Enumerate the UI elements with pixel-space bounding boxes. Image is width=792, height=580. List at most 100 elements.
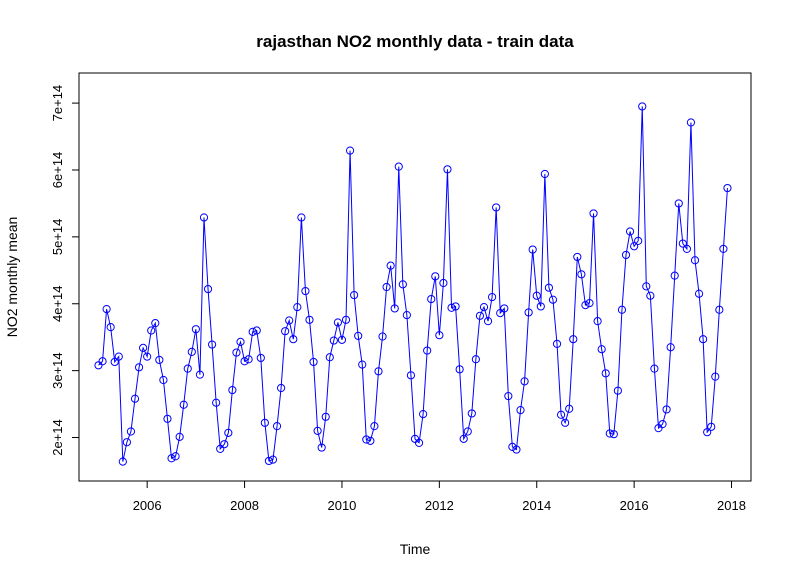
data-point	[358, 360, 367, 369]
y-tick-label: 3e+14	[50, 352, 65, 389]
data-point	[268, 455, 278, 464]
data-point	[609, 430, 618, 439]
data-point	[110, 357, 119, 367]
data-point	[325, 353, 334, 362]
data-point	[646, 291, 655, 300]
data-point	[191, 325, 200, 334]
data-point	[419, 410, 428, 419]
data-point	[313, 426, 322, 435]
data-point	[114, 352, 123, 361]
data-point	[281, 327, 290, 336]
data-point	[634, 236, 643, 245]
data-point	[195, 370, 205, 379]
data-point	[662, 405, 671, 414]
data-point	[617, 305, 627, 314]
data-point	[118, 457, 127, 466]
data-point	[703, 428, 712, 437]
data-point	[199, 213, 209, 222]
data-point	[203, 284, 213, 294]
data-point	[674, 199, 683, 208]
data-point	[126, 427, 136, 436]
data-point	[561, 418, 570, 427]
data-point	[439, 278, 448, 288]
data-point	[613, 386, 623, 395]
data-point	[593, 317, 602, 326]
data-point	[589, 209, 598, 218]
data-point	[463, 427, 472, 436]
x-tick-label: 2006	[133, 498, 162, 513]
y-tick-label: 2e+14	[50, 419, 65, 456]
data-point	[690, 256, 700, 265]
data-point	[276, 383, 286, 393]
data-point	[297, 213, 306, 222]
data-point	[638, 102, 647, 111]
data-point	[666, 343, 675, 352]
data-point	[167, 454, 176, 463]
data-point	[98, 357, 107, 366]
chart-title: rajasthan NO2 monthly data - train data	[256, 32, 574, 51]
data-point	[285, 316, 294, 325]
y-tick-label: 7e+14	[50, 85, 65, 122]
y-tick-label: 6e+14	[50, 152, 65, 189]
data-point	[305, 315, 314, 324]
data-point	[130, 394, 140, 403]
data-point	[293, 303, 302, 312]
data-point	[500, 304, 509, 313]
y-tick-label: 5e+14	[50, 219, 65, 256]
data-point	[719, 244, 728, 254]
data-point	[423, 346, 432, 355]
data-point	[524, 308, 533, 317]
data-point	[488, 292, 497, 302]
data-point	[256, 353, 265, 363]
data-point	[228, 385, 237, 395]
data-point	[252, 326, 261, 335]
data-point	[573, 252, 582, 262]
data-point	[451, 302, 460, 311]
data-point	[577, 270, 586, 279]
data-point	[642, 282, 651, 291]
y-axis-label: NO2 monthly mean	[4, 217, 20, 338]
data-point	[163, 414, 172, 423]
data-point	[483, 317, 493, 326]
data-point	[516, 406, 525, 415]
x-tick-label: 2012	[425, 498, 454, 513]
data-point	[682, 244, 691, 254]
data-point	[427, 294, 436, 304]
data-point	[447, 303, 456, 312]
x-tick-label: 2016	[620, 498, 649, 513]
data-point	[329, 336, 338, 345]
data-point	[431, 272, 440, 281]
data-point	[236, 337, 245, 346]
data-point	[260, 418, 269, 427]
data-point	[370, 422, 379, 431]
data-point	[475, 311, 485, 320]
data-point	[552, 339, 562, 348]
x-tick-label: 2010	[327, 498, 356, 513]
data-point	[694, 289, 704, 298]
data-point	[597, 345, 606, 354]
data-point	[386, 261, 395, 270]
data-point	[143, 352, 152, 361]
data-point	[544, 283, 554, 292]
data-point	[272, 422, 282, 431]
data-point	[337, 335, 347, 344]
data-point	[183, 364, 192, 373]
data-point	[670, 271, 679, 280]
data-point	[398, 280, 407, 289]
data-point	[382, 282, 391, 292]
data-point	[520, 377, 529, 386]
data-point	[621, 250, 631, 260]
data-point	[390, 304, 399, 313]
data-point	[711, 372, 720, 381]
x-tick-label: 2008	[230, 498, 259, 513]
data-point	[658, 420, 667, 429]
x-axis: 2006 2008 2010 2012 2014 2016 2018	[133, 480, 746, 513]
data-point	[402, 311, 411, 320]
data-point	[585, 298, 594, 308]
data-point	[212, 398, 221, 407]
data-point	[605, 429, 614, 438]
data-point	[467, 409, 476, 418]
data-point	[512, 445, 521, 454]
data-point	[569, 335, 578, 344]
